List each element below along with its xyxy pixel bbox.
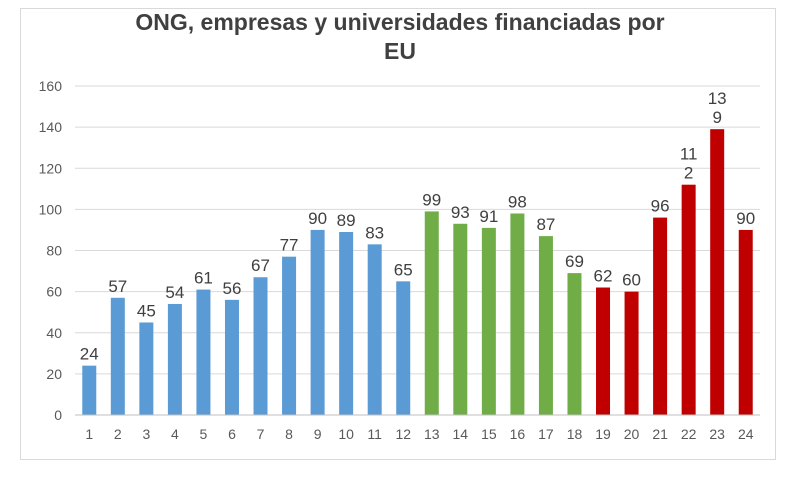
- bar: [481, 227, 496, 415]
- data-label: 89: [337, 211, 356, 230]
- x-tick-label: 15: [481, 426, 497, 442]
- bar: [82, 365, 97, 415]
- data-label: 13: [708, 89, 727, 108]
- x-tick-label: 12: [395, 426, 411, 442]
- data-label: 60: [622, 271, 641, 290]
- bar: [196, 289, 211, 415]
- x-tick-label: 3: [142, 426, 150, 442]
- gridlines: [75, 85, 760, 375]
- bar: [339, 231, 354, 415]
- data-label: 2: [684, 164, 693, 183]
- bar: [253, 277, 268, 415]
- x-tick-label: 17: [538, 426, 554, 442]
- x-tick-label: 10: [338, 426, 354, 442]
- bar: [710, 129, 725, 415]
- bar: [167, 303, 182, 415]
- bar: [681, 184, 696, 415]
- x-tick-label: 24: [738, 426, 754, 442]
- data-label: 56: [223, 279, 242, 298]
- y-tick-label: 120: [39, 160, 63, 176]
- data-label: 9: [712, 108, 721, 127]
- bar: [110, 297, 125, 415]
- x-tick-label: 19: [595, 426, 611, 442]
- data-label: 69: [565, 252, 584, 271]
- data-label: 87: [536, 215, 555, 234]
- bar: [424, 211, 439, 415]
- data-label: 67: [251, 256, 270, 275]
- data-label: 65: [394, 260, 413, 279]
- bar: [538, 236, 553, 415]
- y-tick-label: 0: [54, 407, 62, 423]
- y-tick-label: 80: [46, 243, 62, 259]
- y-tick-label: 100: [39, 201, 63, 217]
- x-axis-ticks: 1 2 3 4 5 6 7 8 9 10 11 12 13 14 15 16 17 18 19 20 21 22 23 24: [85, 426, 753, 442]
- data-label: 96: [651, 197, 670, 216]
- data-label: 93: [451, 203, 470, 222]
- bar: [396, 281, 411, 415]
- x-tick-label: 2: [114, 426, 122, 442]
- y-tick-label: 160: [39, 78, 63, 94]
- y-tick-label: 60: [46, 284, 62, 300]
- y-tick-label: 40: [46, 325, 62, 341]
- x-tick-label: 14: [453, 426, 469, 442]
- data-label: 24: [80, 345, 99, 364]
- bar: [510, 213, 525, 415]
- x-tick-label: 21: [652, 426, 668, 442]
- y-tick-label: 140: [39, 119, 63, 135]
- data-label: 77: [280, 236, 299, 255]
- x-tick-label: 4: [171, 426, 179, 442]
- bar: [738, 229, 753, 415]
- y-axis-ticks: 0 20 40 60 80 100 120 140 160: [39, 78, 63, 423]
- x-tick-label: 16: [510, 426, 526, 442]
- data-label: 91: [479, 207, 498, 226]
- bar: [139, 322, 154, 415]
- x-tick-label: 5: [200, 426, 208, 442]
- data-label: 54: [165, 283, 184, 302]
- bar: [310, 229, 325, 415]
- x-tick-label: 9: [314, 426, 322, 442]
- bar: [453, 223, 468, 415]
- data-label: 57: [108, 277, 127, 296]
- x-tick-label: 1: [85, 426, 93, 442]
- x-tick-label: 20: [624, 426, 640, 442]
- x-tick-label: 22: [681, 426, 697, 442]
- bar: [624, 291, 639, 415]
- chart-title-line-1: ONG, empresas y universidades financiada…: [135, 9, 665, 35]
- bar: [567, 273, 582, 415]
- x-tick-label: 23: [709, 426, 725, 442]
- data-label: 45: [137, 301, 156, 320]
- x-tick-label: 8: [285, 426, 293, 442]
- data-label: 11: [680, 145, 698, 164]
- chart-title: ONG, empresas y universidades financiada…: [0, 8, 800, 66]
- data-label: 83: [365, 223, 384, 242]
- bar: [282, 256, 297, 415]
- bars: [82, 129, 753, 415]
- bar: [653, 217, 668, 415]
- chart-title-line-2: EU: [384, 38, 416, 64]
- data-label: 61: [194, 269, 213, 288]
- data-labels: 24 57 45 54 61 56 67 77 90 89 83 65 99 93 91 98 87 69 62 60…: [80, 89, 755, 363]
- bar: [596, 287, 611, 415]
- data-label: 98: [508, 192, 527, 211]
- x-tick-label: 13: [424, 426, 440, 442]
- data-label: 90: [308, 209, 327, 228]
- bar: [224, 299, 239, 415]
- data-label: 99: [422, 190, 441, 209]
- x-tick-label: 11: [367, 426, 382, 442]
- y-tick-label: 20: [46, 366, 62, 382]
- data-label: 62: [594, 267, 613, 286]
- x-tick-label: 18: [567, 426, 583, 442]
- data-label: 90: [736, 209, 755, 228]
- x-tick-label: 6: [228, 426, 236, 442]
- bar: [367, 244, 382, 415]
- x-tick-label: 7: [257, 426, 265, 442]
